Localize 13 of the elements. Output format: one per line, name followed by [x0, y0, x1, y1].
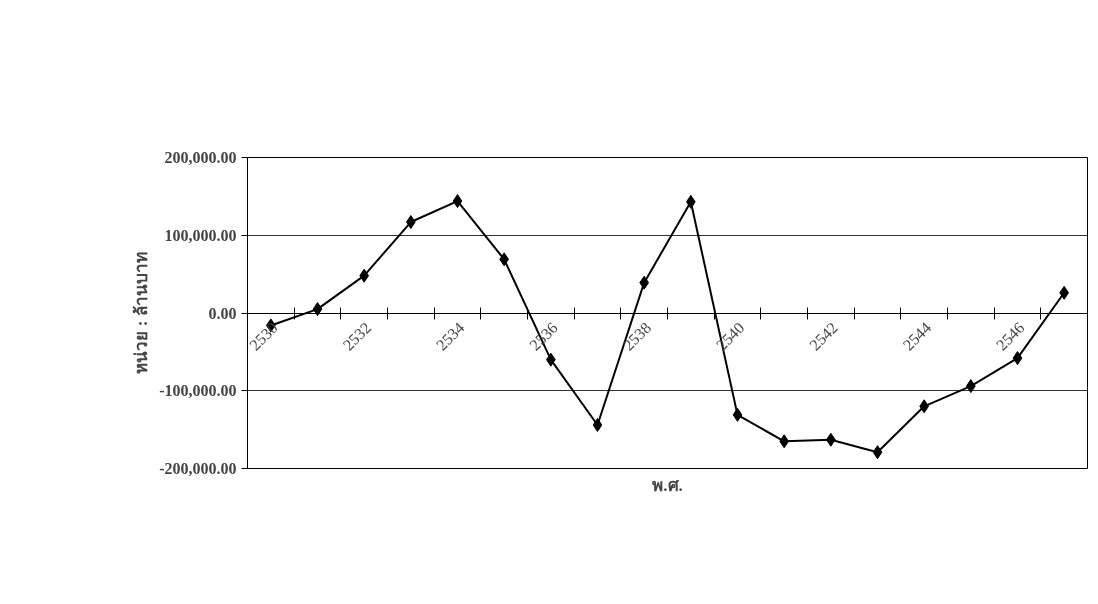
point	[312, 302, 323, 317]
y-axis-title: หน่วย : ล้านบาท	[132, 252, 152, 374]
y-tick-label: 200,000.00	[164, 149, 237, 166]
point	[592, 417, 603, 432]
point	[452, 194, 463, 209]
y-tick-label: 100,000.00	[164, 226, 237, 244]
point	[1012, 351, 1023, 366]
y-tick-label: -200,000.00	[159, 460, 237, 477]
y-tick-label: 0.00	[208, 304, 237, 322]
point	[732, 407, 743, 422]
x-axis-title: พ.ศ.	[652, 475, 683, 495]
y-tick-label: -100,000.00	[159, 382, 237, 400]
point	[872, 445, 883, 460]
